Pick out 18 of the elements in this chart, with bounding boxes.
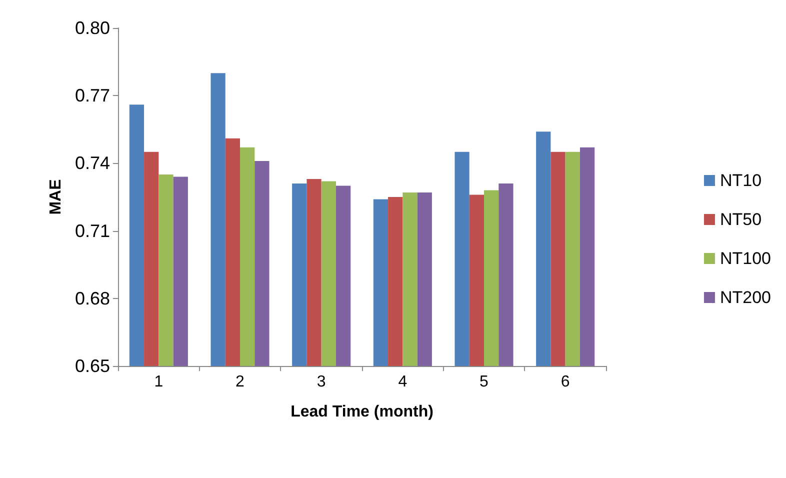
- x-tick-label: 2: [236, 374, 245, 390]
- x-axis-title: Lead Time (month): [290, 404, 434, 420]
- legend-label: NT100: [720, 249, 772, 268]
- y-tick-label: 0.68: [74, 288, 110, 308]
- legend-label: NT10: [720, 171, 762, 190]
- x-tick-label: 4: [398, 374, 408, 390]
- x-tick-label: 5: [480, 374, 489, 390]
- y-tick-label: 0.80: [74, 18, 110, 38]
- x-tick-label: 1: [154, 374, 164, 390]
- y-axis-title: MAE: [48, 178, 65, 215]
- y-tick-label: 0.74: [74, 153, 110, 174]
- legend-label: NT200: [720, 288, 772, 307]
- legend-label: NT50: [720, 210, 762, 229]
- y-tick-label: 0.71: [74, 220, 110, 241]
- x-tick-label: 6: [560, 374, 570, 390]
- y-tick-label: 0.77: [74, 86, 110, 106]
- y-tick-label: 0.65: [74, 356, 110, 376]
- x-tick-label: 3: [316, 374, 326, 390]
